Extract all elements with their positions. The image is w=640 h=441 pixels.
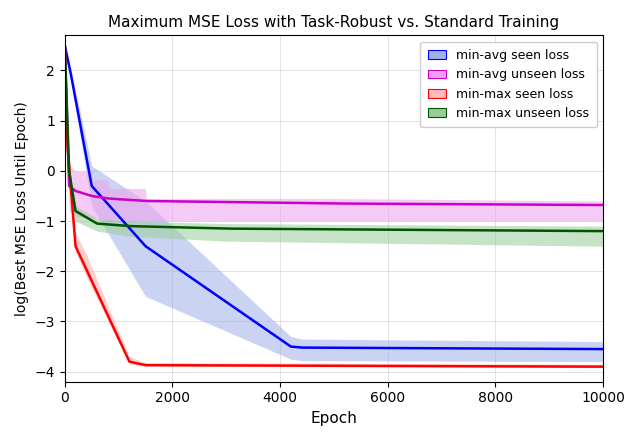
- Y-axis label: log(Best MSE Loss Until Epoch): log(Best MSE Loss Until Epoch): [15, 101, 29, 316]
- Legend: min-avg seen loss, min-avg unseen loss, min-max seen loss, min-max unseen loss: min-avg seen loss, min-avg unseen loss, …: [420, 41, 597, 127]
- X-axis label: Epoch: Epoch: [310, 411, 357, 426]
- Title: Maximum MSE Loss with Task-Robust vs. Standard Training: Maximum MSE Loss with Task-Robust vs. St…: [108, 15, 559, 30]
